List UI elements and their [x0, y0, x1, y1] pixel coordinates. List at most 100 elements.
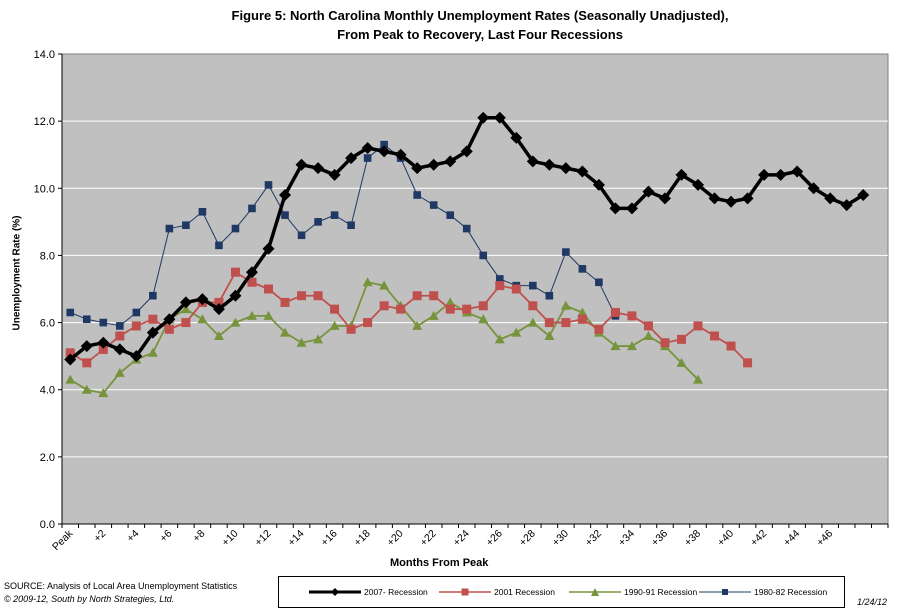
data-point — [64, 353, 77, 366]
data-point — [561, 318, 571, 328]
data-point — [774, 168, 787, 181]
legend-swatch-1980 — [699, 589, 751, 595]
data-point — [379, 301, 389, 311]
data-point — [80, 340, 93, 353]
data-point — [280, 327, 291, 337]
data-point — [131, 321, 141, 331]
data-point — [857, 189, 870, 201]
data-point — [346, 324, 356, 334]
data-point — [330, 304, 340, 314]
data-point — [511, 284, 521, 294]
data-point — [213, 331, 224, 340]
x-tick-label: +10 — [220, 528, 241, 549]
data-point — [148, 314, 158, 324]
data-point — [363, 154, 372, 162]
data-point — [526, 155, 539, 168]
data-point — [98, 344, 108, 354]
data-point — [297, 231, 306, 240]
data-point — [595, 278, 603, 287]
y-tick-label: 0.0 — [40, 519, 55, 531]
data-point — [412, 291, 422, 301]
x-tick-label: +4 — [125, 528, 142, 545]
data-point — [478, 314, 489, 324]
x-tick-label: +12 — [253, 528, 274, 549]
data-point — [248, 204, 256, 213]
y-tick-label: 12.0 — [34, 116, 55, 128]
data-point — [180, 304, 191, 314]
data-point — [642, 185, 655, 198]
data-point — [725, 195, 738, 208]
data-point — [313, 291, 323, 301]
series-line — [70, 144, 616, 327]
data-point — [215, 241, 223, 250]
data-point — [708, 192, 721, 205]
data-point — [791, 165, 804, 178]
data-point — [495, 275, 504, 283]
legend-swatch-2007 — [309, 588, 361, 596]
data-point — [116, 322, 124, 330]
data-point — [411, 162, 424, 175]
data-point — [824, 192, 837, 205]
y-tick-label: 8.0 — [40, 250, 55, 262]
data-point — [675, 168, 688, 181]
data-point — [543, 158, 556, 171]
data-point — [280, 297, 290, 307]
data-point — [511, 327, 522, 337]
data-point — [230, 317, 241, 327]
data-point — [807, 182, 820, 195]
y-tick-label: 2.0 — [40, 452, 55, 464]
data-point — [578, 265, 587, 273]
series-1 — [65, 267, 753, 368]
data-point — [65, 374, 76, 384]
data-point — [149, 291, 157, 300]
data-point — [460, 145, 473, 158]
data-point — [196, 293, 209, 306]
series-0 — [64, 111, 870, 366]
x-tick-label: +46 — [814, 528, 835, 549]
series-group — [64, 111, 870, 398]
y-tick-label: 14.0 — [34, 49, 55, 61]
data-point — [314, 218, 322, 226]
chart-title-line1: Figure 5: North Carolina Monthly Unemplo… — [231, 8, 729, 23]
x-tick-label: +16 — [319, 528, 340, 549]
data-point — [427, 158, 440, 171]
data-point — [264, 284, 273, 294]
data-point — [329, 320, 340, 330]
data-point — [362, 277, 373, 287]
data-point — [247, 277, 257, 287]
y-tick-labels: 0.0 2.0 4.0 6.0 8.0 10.0 12.0 14.0 — [34, 49, 55, 531]
data-point — [330, 211, 339, 219]
x-tick-label: +18 — [352, 528, 373, 549]
data-point — [229, 289, 242, 302]
data-point — [113, 343, 126, 356]
data-point — [379, 280, 390, 290]
data-point — [165, 224, 174, 233]
source-note: SOURCE: Analysis of Local Area Unemploym… — [4, 580, 237, 606]
source-line1: SOURCE: Analysis of Local Area Unemploym… — [4, 581, 238, 591]
x-tick-label: +2 — [91, 528, 108, 545]
x-tick-label: +32 — [583, 528, 604, 549]
data-point — [677, 334, 686, 344]
y-axis-label: Unemployment Rate (%) — [11, 215, 23, 331]
y-tick-label: 6.0 — [40, 318, 55, 330]
data-point — [198, 207, 207, 216]
data-point — [132, 308, 141, 317]
data-point — [493, 111, 506, 124]
data-point — [592, 178, 605, 191]
data-point — [245, 266, 258, 279]
x-tick-label: +26 — [484, 528, 505, 549]
data-point — [97, 336, 110, 349]
data-point — [462, 224, 471, 233]
legend-item-1990: 1990-91 Recession — [569, 585, 697, 599]
data-point — [295, 158, 308, 171]
chart-title-line2: From Peak to Recovery, Last Four Recessi… — [337, 27, 623, 42]
data-point — [281, 211, 289, 219]
data-point — [610, 341, 621, 351]
data-point — [710, 331, 720, 341]
x-axis-label: Months From Peak — [390, 557, 489, 569]
data-point — [544, 318, 554, 328]
data-point — [577, 307, 588, 317]
legend-label-1990: 1990-91 Recession — [624, 587, 698, 597]
data-point — [263, 310, 274, 320]
